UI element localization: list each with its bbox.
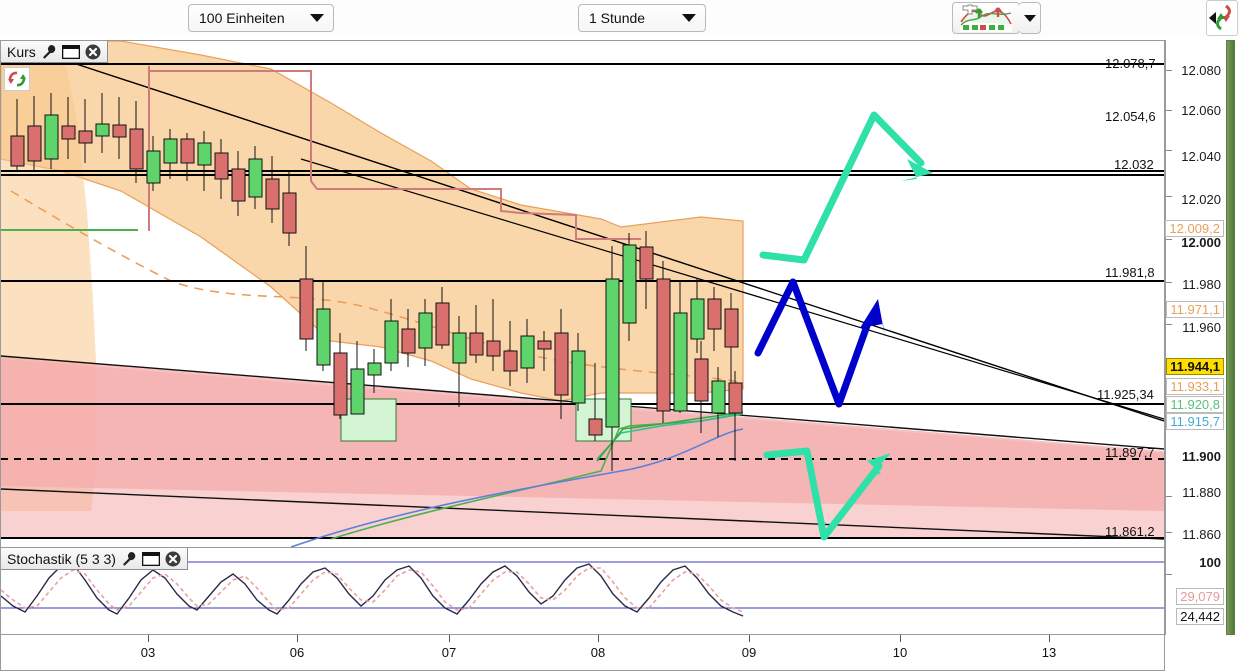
channel-lower-edge — [1, 488, 1164, 540]
level-tag-11925: 11.925,34 — [1097, 387, 1154, 402]
stoch-d-line — [1, 567, 744, 613]
refresh-button[interactable] — [1206, 0, 1238, 36]
candlestick-series — [10, 93, 739, 471]
price-axis-scrollbar[interactable] — [1226, 40, 1235, 635]
x-tick-label: 06 — [289, 645, 305, 660]
y-tick-label: 11.900 — [1181, 449, 1221, 464]
y-axis-pill: 11.971,1 — [1166, 301, 1224, 318]
price-axis[interactable]: 12.080 12.060 12.040 12.020 12.000 11.98… — [1165, 40, 1225, 635]
x-tick — [297, 635, 298, 642]
units-dropdown[interactable]: 100 Einheiten — [188, 4, 334, 32]
y-tick-label: 12.060 — [1181, 103, 1221, 118]
units-dropdown-value: 100 Einheiten — [199, 10, 285, 26]
stoch-fill-blue — [1, 568, 743, 633]
y-axis-pill: 11.915,7 — [1166, 413, 1224, 430]
annotation-bullish-lower — [763, 447, 891, 541]
y-tick-label: 11.860 — [1182, 527, 1221, 542]
highlight-box-1 — [340, 398, 397, 442]
time-axis[interactable]: 03 06 07 08 09 10 13 — [0, 635, 1165, 671]
add-indicator-icon — [960, 4, 1012, 32]
highlight-box-2 — [575, 398, 632, 442]
x-tick-label: 10 — [892, 645, 908, 660]
close-circle-icon[interactable] — [85, 44, 101, 60]
annotation-zigzag-middle — [754, 278, 885, 408]
level-tag-12078: 12.078,7 — [1105, 56, 1156, 71]
level-tag-12054: 12.054,6 — [1105, 109, 1156, 124]
wrench-icon[interactable] — [41, 44, 57, 60]
x-tick-label: 13 — [1041, 645, 1057, 660]
chart-refresh-badge[interactable] — [4, 67, 30, 91]
y-tick-label: 11.980 — [1182, 277, 1221, 292]
y-tick-label: 100 — [1199, 555, 1221, 570]
window-icon[interactable] — [141, 551, 160, 566]
close-circle-icon[interactable] — [165, 551, 181, 567]
y-tick-label: 12.000 — [1181, 235, 1221, 250]
y-axis-pill: 11.920,8 — [1166, 396, 1224, 413]
stochastic-canvas — [1, 561, 1164, 633]
indicator-line-green — [330, 413, 744, 540]
y-tick-label: 12.020 — [1181, 192, 1221, 207]
timeframe-dropdown[interactable]: 1 Stunde — [578, 4, 706, 32]
top-toolbar: 100 Einheiten 1 Stunde — [0, 0, 1240, 36]
window-icon[interactable] — [61, 44, 80, 59]
y-tick-label: 12.080 — [1181, 63, 1221, 78]
indicator-line-blue — [290, 428, 744, 547]
level-tag-12032: 12.032 — [1114, 157, 1154, 172]
price-chart-canvas — [1, 41, 1164, 547]
stochastic-panel-titlebar[interactable]: Stochastik (5 3 3) — [1, 548, 188, 570]
x-tick — [1049, 635, 1050, 642]
price-chart-panel[interactable]: 12.078,7 12.054,6 12.032 11.981,8 11.925… — [0, 40, 1165, 548]
chevron-down-icon — [682, 14, 696, 22]
x-tick — [900, 635, 901, 642]
level-tag-11897: 11.897,7 — [1105, 445, 1155, 460]
chevron-down-icon — [1023, 14, 1036, 22]
x-tick-label: 07 — [441, 645, 457, 660]
price-panel-titlebar[interactable]: Kurs — [1, 41, 108, 63]
x-tick — [598, 635, 599, 642]
x-tick — [449, 635, 450, 642]
y-axis-pill: 12.009,2 — [1165, 220, 1224, 237]
level-tag-11981: 11.981,8 — [1105, 265, 1155, 280]
y-axis-pill: 11.933,1 — [1166, 378, 1224, 395]
y-axis-pill-stoch-d: 29,079 — [1176, 588, 1224, 605]
x-tick-label: 03 — [140, 645, 156, 660]
x-tick-label: 08 — [590, 645, 606, 660]
x-tick — [148, 635, 149, 642]
stochastic-panel[interactable]: Stochastik (5 3 3) — [0, 548, 1165, 635]
add-indicator-button[interactable] — [952, 2, 1020, 34]
candlestick-series-tail — [694, 341, 743, 461]
prior-range-outline — [148, 66, 641, 240]
wrench-icon[interactable] — [121, 551, 137, 567]
y-tick-label: 11.880 — [1182, 485, 1221, 500]
x-tick-label: 09 — [741, 645, 757, 660]
timeframe-dropdown-value: 1 Stunde — [589, 10, 646, 26]
refresh-circle-icon — [8, 71, 26, 87]
refresh-arrows-icon — [1209, 4, 1231, 31]
trendline-minor — [300, 158, 1164, 420]
y-tick-label: 12.040 — [1181, 149, 1221, 164]
annotation-bullish-upper — [759, 111, 933, 264]
chevron-down-icon — [310, 14, 324, 22]
price-panel-title: Kurs — [7, 43, 36, 60]
y-tick-label: 11.960 — [1182, 320, 1221, 335]
stochastic-panel-title: Stochastik (5 3 3) — [7, 550, 116, 567]
indicator-dropdown-caret[interactable] — [1019, 2, 1041, 34]
level-tag-11861: 11.861,2 — [1105, 524, 1155, 539]
x-tick — [749, 635, 750, 642]
y-axis-pill-current-price: 11.944,1 — [1166, 358, 1224, 375]
indicator-line-green2 — [596, 411, 744, 462]
y-axis-pill-stoch-k: 24,442 — [1176, 608, 1224, 625]
